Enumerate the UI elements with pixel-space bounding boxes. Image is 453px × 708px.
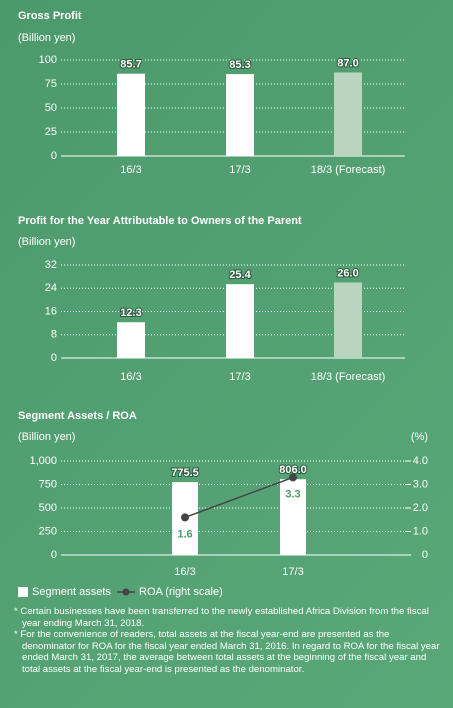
chart-title: Profit for the Year Attributable to Owne… [18,215,302,227]
y-tick-label: 32 [45,259,57,271]
point [289,473,297,482]
value-label: 25.4 [229,269,251,281]
unit-label: (Billion yen) [18,431,75,443]
legend-label: Segment assets [32,586,111,598]
value-label: 87.0 [337,57,358,69]
y-tick-label: 50 [45,102,57,114]
y-tick-label: 25 [45,126,57,138]
x-tick-label: 17/3 [229,164,250,176]
legend-swatch [122,588,130,596]
y2-tick-label: 4.0 [413,455,428,467]
unit-label: (%) [411,431,428,443]
point-label: 1.6 [177,528,192,540]
y-tick-label: 8 [51,329,57,341]
y2-tick-label: 0 [422,549,428,561]
y-tick-label: 250 [39,525,57,537]
point-label: 3.3 [285,488,300,500]
y2-tick-label: 2.0 [413,502,428,514]
bar [334,72,362,156]
chart-title: Segment Assets / ROA [18,410,137,422]
x-tick-label: 16/3 [120,371,141,383]
bar [117,322,145,358]
note: * For the convenience of readers, total … [14,629,440,675]
y-tick-label: 500 [39,502,57,514]
legend-swatch [18,587,28,597]
y2-tick-label: 1.0 [413,525,428,537]
y-tick-label: 750 [39,478,57,490]
value-label: 85.7 [120,59,141,71]
value-label: 26.0 [337,267,358,279]
bar [334,282,362,358]
line [184,476,294,519]
y-tick-label: 0 [51,549,57,561]
unit-label: (Billion yen) [18,236,75,248]
value-label: 85.3 [229,59,250,71]
bar [226,284,254,358]
unit-label: (Billion yen) [18,32,75,44]
x-tick-label: 16/3 [174,566,195,578]
value-label: 775.5 [171,467,199,479]
bar [226,74,254,156]
y2-tick-label: 3.0 [413,478,428,490]
point [181,513,189,522]
y-tick-label: 0 [51,150,57,162]
bar [280,479,306,555]
x-tick-label: 17/3 [229,371,250,383]
y-tick-label: 1,000 [29,455,57,467]
x-tick-label: 17/3 [282,566,303,578]
notes: * Certain businesses have been transferr… [14,606,444,675]
note: * Certain businesses have been transferr… [14,606,429,629]
legend-label: ROA (right scale) [139,586,223,598]
value-label: 806.0 [279,464,307,476]
y-tick-label: 24 [45,282,57,294]
x-tick-label: 16/3 [120,164,141,176]
value-label: 12.3 [120,307,141,319]
chart-title: Gross Profit [18,10,82,22]
y-tick-label: 0 [51,352,57,364]
y-tick-label: 100 [39,54,57,66]
y-tick-label: 75 [45,78,57,90]
x-tick-label: 18/3 (Forecast) [311,164,386,176]
x-tick-label: 18/3 (Forecast) [311,371,386,383]
bar [117,73,145,156]
y-tick-label: 16 [45,305,57,317]
